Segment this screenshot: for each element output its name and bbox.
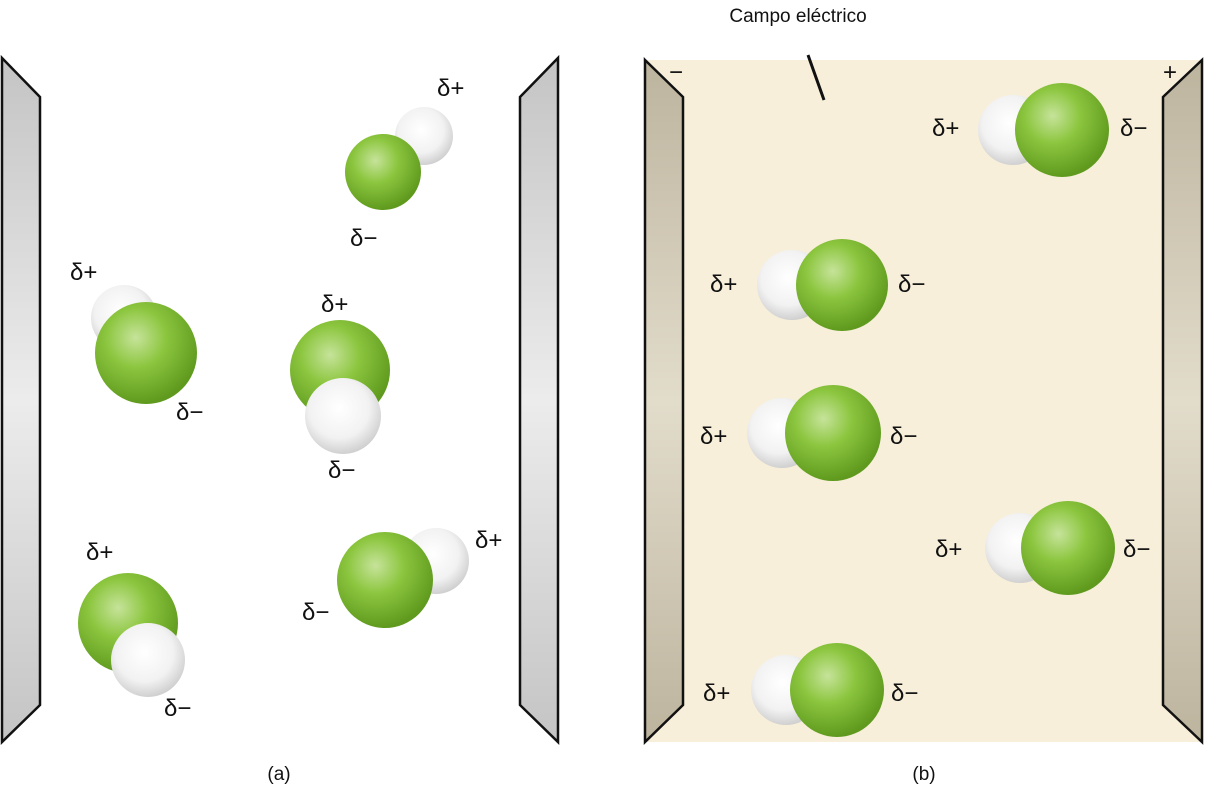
partial-negative-label: δ− [1120,115,1147,142]
partial-negative-label: δ− [891,680,918,707]
partial-positive-label: δ+ [70,259,97,286]
panel-a-hcl-molecule-5: δ+ δ− [302,527,502,628]
panel-b-hcl-molecule-3: δ+ δ− [700,385,917,481]
plate-b-negative [643,57,685,745]
chlorine-atom [1015,83,1109,177]
partial-positive-label: δ+ [700,423,727,450]
panel-a-hcl-molecule-3: δ+ δ− [290,291,390,484]
panel-b-hcl-molecule-1: δ+ δ− [932,83,1147,177]
chlorine-atom [790,643,884,737]
panel-a-hcl-molecule-2: δ+ δ− [70,259,203,426]
panel-b-hcl-molecule-5: δ+ δ− [703,643,918,737]
caption-b: (b) [912,764,935,785]
caption-a: (a) [267,764,290,785]
negative-plate-sign: − [669,59,683,86]
plate-a-right [518,54,560,745]
field-label: Campo eléctrico [729,6,866,27]
partial-positive-label: δ+ [437,75,464,102]
chlorine-atom [95,302,197,404]
plate-a-left [0,54,42,745]
partial-negative-label: δ− [350,225,377,252]
chlorine-atom [785,385,881,481]
partial-negative-label: δ− [164,695,191,722]
partial-negative-label: δ− [328,457,355,484]
panel-a-hcl-molecule-1: δ+ δ− [345,75,464,252]
partial-positive-label: δ+ [86,539,113,566]
partial-negative-label: δ− [898,271,925,298]
partial-negative-label: δ− [176,399,203,426]
chlorine-atom [345,134,421,210]
panel-b-hcl-molecule-2: δ+ δ− [710,239,925,331]
chlorine-atom [337,532,433,628]
partial-negative-label: δ− [1123,536,1150,563]
partial-positive-label: δ+ [703,680,730,707]
partial-positive-label: δ+ [475,527,502,554]
partial-positive-label: δ+ [932,115,959,142]
hydrogen-atom [305,378,381,454]
electric-field-region [645,60,1202,742]
partial-negative-label: δ− [302,599,329,626]
chlorine-atom [1021,501,1115,595]
panel-b-hcl-molecule-4: δ+ δ− [935,501,1150,595]
panel-a-hcl-molecule-4: δ+ δ− [78,539,191,722]
plate-b-positive [1161,57,1204,745]
field-label-leader-line [806,54,826,101]
partial-positive-label: δ+ [710,271,737,298]
partial-positive-label: δ+ [935,536,962,563]
hydrogen-atom [111,623,185,697]
positive-plate-sign: + [1163,59,1177,86]
partial-positive-label: δ+ [321,291,348,318]
chlorine-atom [796,239,888,331]
partial-negative-label: δ− [890,423,917,450]
